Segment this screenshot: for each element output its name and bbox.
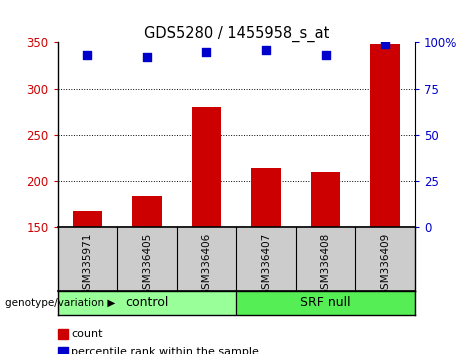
Bar: [251, 168, 281, 227]
Text: GSM336409: GSM336409: [380, 232, 390, 296]
Point: [381, 41, 389, 47]
Text: percentile rank within the sample: percentile rank within the sample: [71, 347, 260, 354]
Title: GDS5280 / 1455958_s_at: GDS5280 / 1455958_s_at: [143, 26, 329, 42]
Bar: [370, 44, 400, 227]
Point: [262, 47, 270, 53]
Text: GSM336406: GSM336406: [201, 232, 212, 296]
Bar: [132, 196, 162, 227]
Text: control: control: [125, 296, 169, 309]
Text: genotype/variation ▶: genotype/variation ▶: [5, 298, 115, 308]
Text: count: count: [71, 329, 103, 339]
Bar: [311, 172, 341, 227]
Text: SRF null: SRF null: [300, 296, 351, 309]
Point: [203, 49, 210, 55]
Point: [84, 53, 91, 58]
Point: [322, 53, 329, 58]
Bar: [72, 211, 102, 227]
Text: GSM336405: GSM336405: [142, 232, 152, 296]
Text: GSM335971: GSM335971: [83, 232, 92, 296]
Text: GSM336407: GSM336407: [261, 232, 271, 296]
Text: GSM336408: GSM336408: [320, 232, 331, 296]
Point: [143, 55, 151, 60]
Bar: [192, 107, 221, 227]
